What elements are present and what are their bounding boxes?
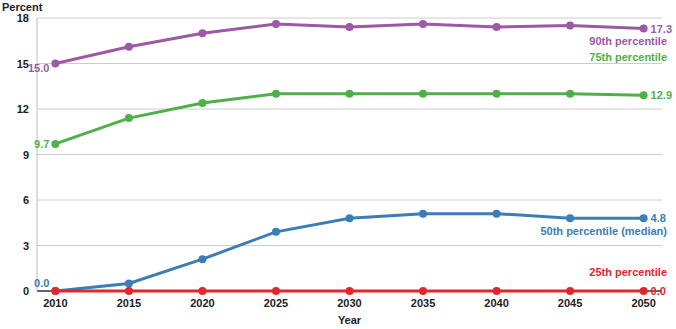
series-point <box>272 287 280 295</box>
series-point <box>493 210 501 218</box>
series-point <box>566 90 574 98</box>
plot-marks <box>51 20 647 295</box>
x-tick-label: 2030 <box>337 297 361 309</box>
y-axis-title: Percent <box>2 1 43 13</box>
chart-svg: 0369121518201020152020202520302035204020… <box>0 0 676 329</box>
series-point <box>346 23 354 31</box>
series-point <box>125 279 133 287</box>
data-label: 9.7 <box>34 138 49 150</box>
grid-line <box>37 18 662 19</box>
grid-line <box>37 245 662 246</box>
series-point <box>640 214 648 222</box>
x-tick-label: 2045 <box>558 297 582 309</box>
series-point <box>125 287 133 295</box>
grid-line <box>37 109 662 110</box>
series-point <box>198 255 206 263</box>
data-label: 15.0 <box>28 62 49 74</box>
x-tick-label: 2020 <box>190 297 214 309</box>
y-axis-line <box>37 18 38 291</box>
series-point <box>51 60 59 68</box>
series-point <box>566 214 574 222</box>
series-point <box>419 20 427 28</box>
y-tick-label: 12 <box>17 103 29 115</box>
series-name: 75th percentile <box>589 51 667 63</box>
chart-container: 0369121518201020152020202520302035204020… <box>0 0 676 329</box>
y-tick-label: 6 <box>23 194 29 206</box>
series-point <box>640 25 648 33</box>
labels: 15.0 17.390th percentile 9.7 12.9 75th perce… <box>28 23 672 297</box>
series-point <box>198 287 206 295</box>
y-tick-label: 0 <box>23 285 29 297</box>
data-label: 0.0 <box>34 277 49 289</box>
series-point <box>419 287 427 295</box>
x-tick-label: 2035 <box>411 297 435 309</box>
series-point <box>346 214 354 222</box>
series-name: 25th percentile <box>589 266 667 278</box>
grid-line <box>37 154 662 155</box>
series-point <box>493 287 501 295</box>
series-point <box>51 287 59 295</box>
series-point <box>419 210 427 218</box>
y-tick-label: 3 <box>23 240 29 252</box>
series-point <box>419 90 427 98</box>
y-tick-label: 9 <box>23 149 29 161</box>
x-axis-title: Year <box>338 314 362 326</box>
series-line <box>55 94 643 144</box>
data-label: 0.0 <box>651 285 666 297</box>
x-tick-label: 2025 <box>264 297 288 309</box>
series-point <box>493 23 501 31</box>
series-point <box>566 287 574 295</box>
x-tick-label: 2010 <box>43 297 67 309</box>
data-label: 12.9 <box>651 89 672 101</box>
series-name: 90th percentile <box>589 35 667 47</box>
y-tick-label: 18 <box>17 12 29 24</box>
series-point <box>566 22 574 30</box>
x-tick-label: 2015 <box>117 297 141 309</box>
series-point <box>198 29 206 37</box>
series-point <box>493 90 501 98</box>
data-label: 17.3 <box>651 23 672 35</box>
series-point <box>346 287 354 295</box>
x-tick-label: 2040 <box>484 297 508 309</box>
series-point <box>125 114 133 122</box>
x-tick-label: 2050 <box>631 297 655 309</box>
series-point <box>640 287 648 295</box>
series-point <box>272 20 280 28</box>
series-point <box>272 90 280 98</box>
series-point <box>640 91 648 99</box>
series-line <box>55 24 643 63</box>
grid-line <box>37 63 662 64</box>
data-label: 4.8 <box>651 212 666 224</box>
series-point <box>125 43 133 51</box>
grid-line <box>37 200 662 201</box>
series-point <box>198 99 206 107</box>
series-point <box>51 140 59 148</box>
series-name: 50th percentile (median) <box>540 225 667 237</box>
series-point <box>272 228 280 236</box>
series-point <box>346 90 354 98</box>
series-point <box>51 287 59 295</box>
